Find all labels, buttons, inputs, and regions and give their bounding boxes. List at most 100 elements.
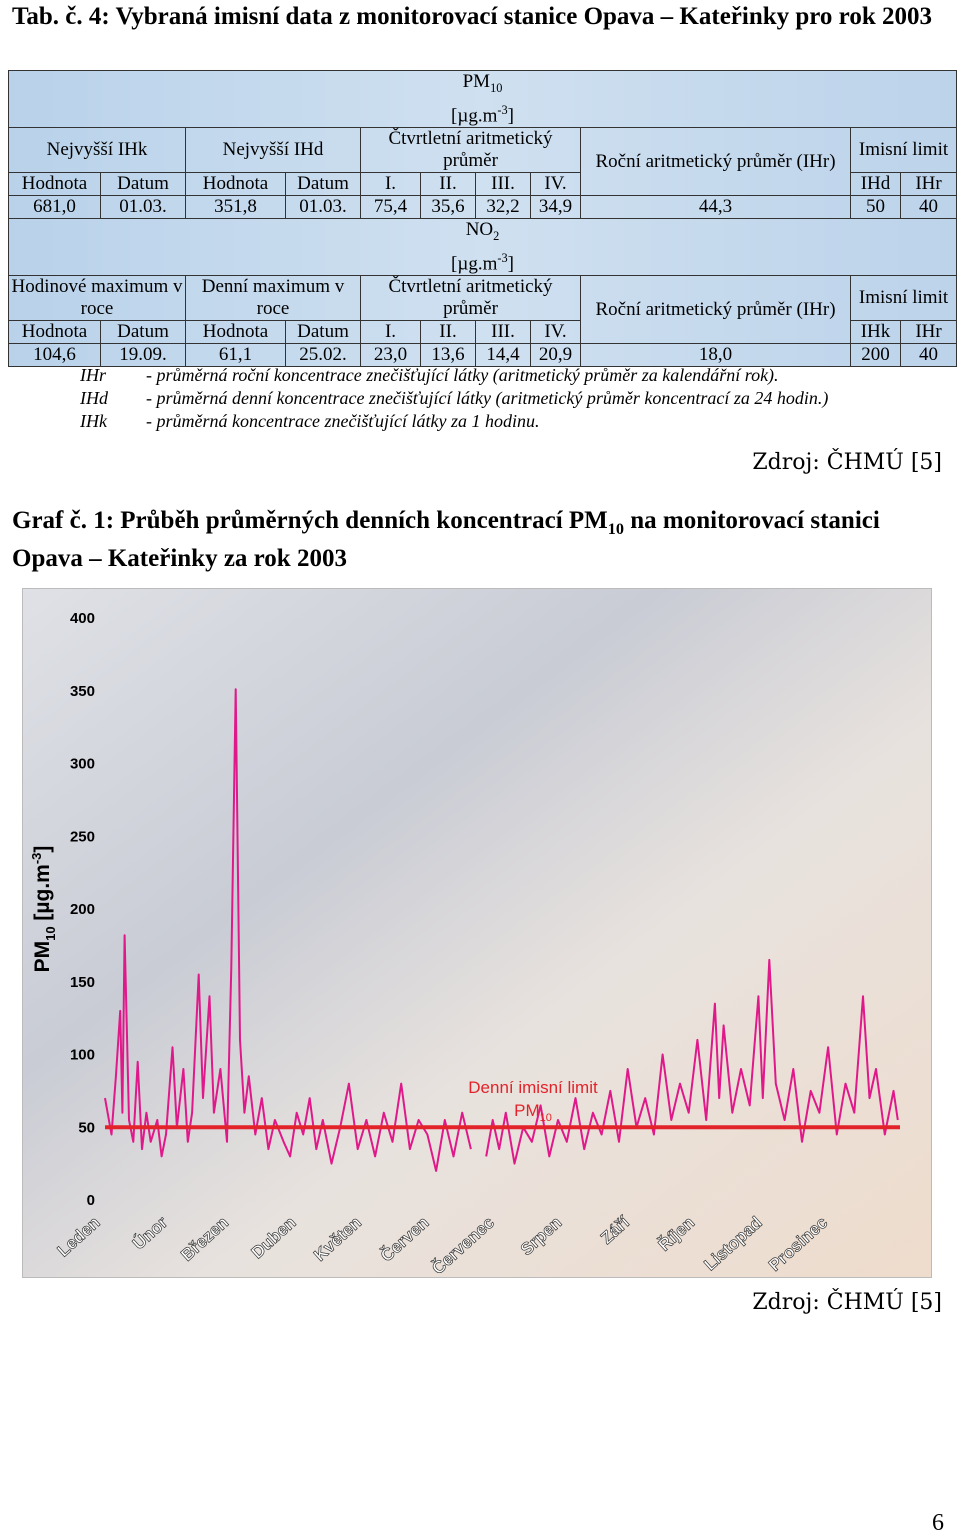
- cell: 104,6: [8, 343, 101, 368]
- group-header: Roční aritmetický průměr (IHr): [580, 275, 851, 345]
- column-header: Hodnota: [8, 172, 101, 197]
- y-tick-label: 100: [70, 1047, 95, 1064]
- group-row: Nejvyšší IHk Nejvyšší IHd Čtvrtletní aritm…: [8, 127, 958, 197]
- cell: 19.09.: [100, 343, 186, 368]
- cell: 20,9: [530, 343, 581, 368]
- group-header: Nejvyšší IHd: [185, 127, 361, 174]
- group-row: Hodinové maximum v roce Denní maximum v r…: [8, 275, 958, 345]
- column-header: IHr: [899, 320, 958, 345]
- heading-text: ]: [507, 105, 514, 127]
- value-row: 681,0 01.03. 351,8 01.03. 75,4 35,6 32,2 34,9 44…: [8, 195, 958, 220]
- column-header: IV.: [530, 320, 581, 345]
- column-header: IV.: [530, 172, 581, 197]
- heading-text: ]: [507, 253, 514, 275]
- column-header: Datum: [285, 320, 361, 345]
- y-axis-label-part: -3: [29, 853, 44, 865]
- graph-caption: Graf č. 1: Průběh průměrných denních kon…: [12, 506, 952, 574]
- note-abbr: IHr: [80, 365, 106, 385]
- cell: 18,0: [580, 343, 851, 368]
- group-header: Čtvrtletní aritmetický průměr: [360, 127, 581, 174]
- y-tick-label: 0: [87, 1192, 95, 1209]
- cell: 14,4: [475, 343, 531, 368]
- y-axis-label-part: 10: [43, 926, 58, 940]
- heading-sup: -3: [497, 102, 508, 117]
- y-tick-label: 300: [70, 756, 95, 773]
- limit-label: PM10: [514, 1101, 552, 1124]
- column-header: IHr: [899, 172, 958, 197]
- column-header: I.: [360, 320, 421, 345]
- source: Zdroj: ČHMÚ [5]: [752, 450, 942, 475]
- group-header: Denní maximum v roce: [185, 275, 361, 322]
- column-row: Hodnota Datum Hodnota Datum I. II. III. IV. IHd I…: [8, 172, 958, 197]
- y-axis-label-part: [µg.m: [31, 864, 54, 926]
- note-text: - průměrná koncentrace znečišťující látk…: [146, 411, 540, 431]
- note: IHd - průměrná denní koncentrace znečišťu…: [80, 387, 828, 410]
- caption-text: na monitorovací stanici Opava – Kateřink…: [12, 507, 880, 572]
- cell: 35,6: [420, 195, 476, 220]
- y-tick-label: 400: [70, 610, 95, 627]
- value-row: 104,6 19.09. 61,1 25.02. 23,0 13,6 14,4 20,9 18,…: [8, 343, 958, 368]
- note-abbr: IHd: [80, 388, 108, 408]
- cell: 40: [899, 195, 958, 220]
- heading-row: PM10 [µg.m-3]: [7, 69, 958, 129]
- cell: 13,6: [420, 343, 476, 368]
- chart-background: [22, 588, 932, 1278]
- cell: 23,0: [360, 343, 421, 368]
- limit-label: Denní imisní limit: [468, 1078, 598, 1097]
- column-row: Hodnota Datum Hodnota Datum I. II. III. IV. IHk I…: [8, 320, 958, 345]
- note-text: - průměrná denní koncentrace znečišťujíc…: [146, 388, 829, 408]
- note: IHk - průměrná koncentrace znečišťující l…: [80, 410, 828, 433]
- limit-label-sub: 10: [540, 1112, 552, 1124]
- cell: 50: [850, 195, 901, 220]
- cell: 681,0: [8, 195, 101, 220]
- cell: 75,4: [360, 195, 421, 220]
- source: Zdroj: ČHMÚ [5]: [752, 1290, 942, 1315]
- y-tick-label: 150: [70, 974, 95, 991]
- y-axis-label-part: ]: [31, 846, 54, 853]
- table-caption: Tab. č. 4: Vybraná imisní data z monitor…: [12, 3, 932, 30]
- column-header: II.: [420, 172, 476, 197]
- cell: 32,2: [475, 195, 531, 220]
- group-header: Nejvyšší IHk: [8, 127, 186, 174]
- group-header: Roční aritmetický průměr (IHr): [580, 127, 851, 197]
- heading-sup: -3: [497, 250, 508, 265]
- column-header: Hodnota: [8, 320, 101, 345]
- heading-text: [µg.m: [451, 253, 498, 275]
- note: IHr - průměrná roční koncentrace znečišťu…: [80, 364, 828, 387]
- y-tick-label: 250: [70, 828, 95, 845]
- column-header: III.: [475, 320, 531, 345]
- cell: 44,3: [580, 195, 851, 220]
- column-header: II.: [420, 320, 476, 345]
- cell: 40: [899, 343, 958, 368]
- caption-text: Graf č. 1: Průběh průměrných denních kon…: [12, 507, 608, 534]
- y-axis-label-part: PM: [31, 941, 54, 973]
- group-header: Čtvrtletní aritmetický průměr: [360, 275, 581, 322]
- limit-label-part: PM: [514, 1101, 540, 1120]
- cell: 34,9: [530, 195, 581, 220]
- group-header: Imisní limit: [849, 127, 958, 174]
- heading: PM10 [µg.m-3]: [7, 69, 958, 129]
- heading: NO2 [µg.m-3]: [7, 217, 958, 277]
- column-header: I.: [360, 172, 421, 197]
- y-tick-label: 350: [70, 683, 95, 700]
- group-header: Hodinové maximum v roce: [8, 275, 186, 322]
- heading-sub: 2: [493, 228, 500, 243]
- heading-text: NO: [465, 219, 494, 240]
- column-header: Datum: [285, 172, 361, 197]
- heading-sub: 10: [490, 80, 503, 95]
- page-number: 6: [932, 1510, 944, 1536]
- column-header: Hodnota: [185, 172, 286, 197]
- y-tick-label: 50: [78, 1119, 95, 1136]
- cell: 01.03.: [100, 195, 186, 220]
- heading-row: NO2 [µg.m-3]: [7, 217, 958, 277]
- column-header: Datum: [100, 320, 186, 345]
- notes: IHr - průměrná roční koncentrace znečišťu…: [80, 364, 828, 433]
- data-table: PM10 [µg.m-3] Nejvyšší IHk Nejvyšší IHd Čtvr…: [7, 69, 958, 220]
- y-axis-label: PM10 [µg.m-3]: [29, 846, 58, 973]
- cell: 351,8: [185, 195, 286, 220]
- column-header: IHd: [850, 172, 901, 197]
- column-header: Datum: [100, 172, 186, 197]
- caption-sub: 10: [607, 520, 625, 538]
- data-table: NO2 [µg.m-3] Hodinové maximum v roce Denní …: [7, 217, 958, 368]
